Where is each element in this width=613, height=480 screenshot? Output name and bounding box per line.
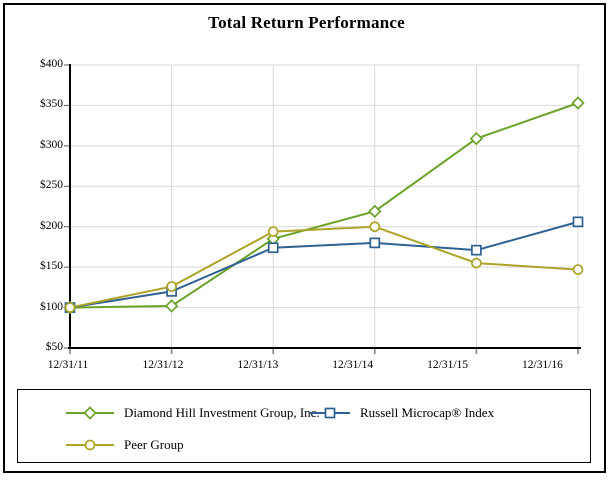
square-marker [572,216,584,228]
legend-marker-diamond-icon [66,406,114,420]
chart-border [3,3,606,473]
circle-marker [369,221,381,233]
x-tick-label: 12/31/16 [522,359,563,371]
circle-marker [572,264,584,275]
square-marker [369,237,381,249]
y-tick-label: $150 [40,260,63,273]
circle-marker [267,226,279,237]
series-line [69,225,579,309]
x-tick-label: 12/31/15 [427,359,469,371]
legend-square-shape [324,407,336,419]
diamond-marker [469,131,484,146]
legend-label: Peer Group [124,437,184,452]
diamond-marker [571,96,585,110]
y-tick-label: $50 [45,341,63,353]
series-line [69,102,579,309]
circle-marker [166,281,177,292]
legend-circle-shape [84,439,96,451]
diamond-marker [368,204,382,219]
circle-marker [471,257,482,269]
circle-marker [64,302,76,313]
legend-marker-square-icon [310,407,350,419]
legend: Diamond Hill Investment Group, Inc. Russ… [17,389,591,463]
legend-label: Diamond Hill Investment Group, Inc. [124,405,320,420]
legend-item-russell-microcap: Russell Microcap® Index [310,404,494,422]
y-tick-label: $100 [40,300,63,313]
y-tick-label: $200 [40,219,63,232]
x-tick-label: 12/31/12 [142,359,184,371]
x-tick-label: 12/31/14 [332,359,374,371]
square-marker [471,244,482,256]
y-tick-label: $250 [40,179,63,192]
legend-label: Russell Microcap® Index [360,405,495,420]
x-tick-label: 12/31/13 [237,359,279,371]
y-tick-label: $400 [40,58,63,70]
diamond-marker [164,299,179,313]
chart-title: Total Return Performance [208,13,405,32]
y-tick-label: $300 [40,138,63,151]
series-line [69,220,579,309]
x-tick-label: 12/31/11 [47,359,89,371]
legend-item-peer-group: Peer Group [66,436,184,454]
square-marker [267,242,279,254]
legend-item-diamond-hill: Diamond Hill Investment Group, Inc. [66,404,320,422]
y-tick-label: $350 [40,98,63,111]
legend-marker-circle-icon [66,439,114,451]
legend-diamond-shape [83,406,97,420]
